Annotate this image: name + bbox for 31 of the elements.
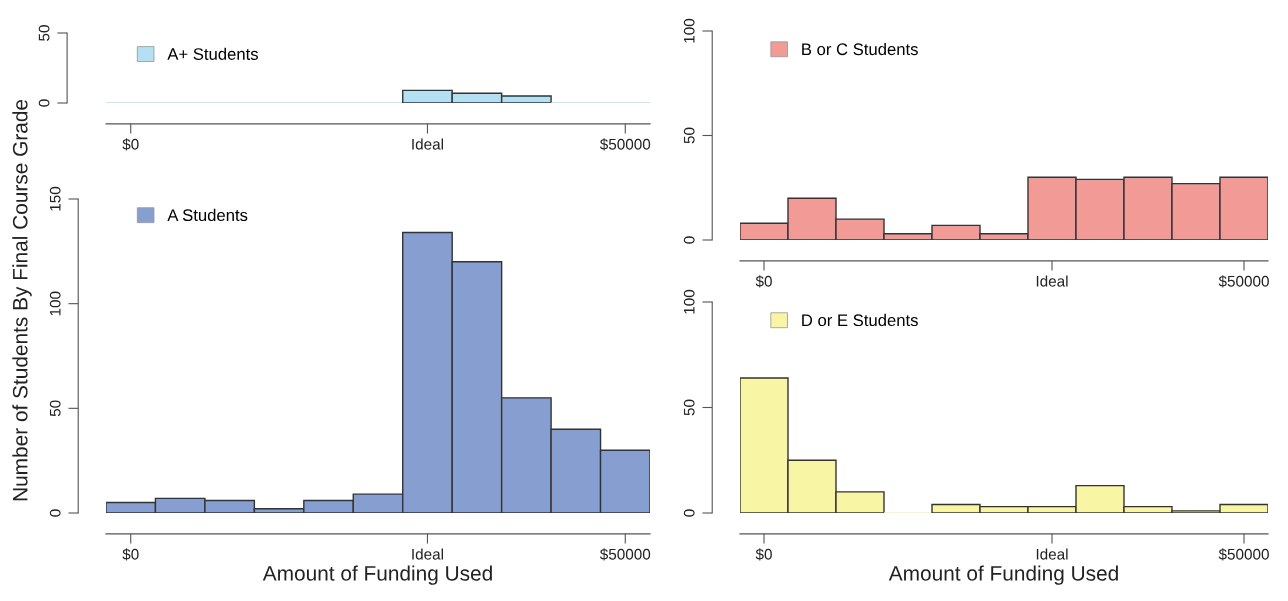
y-tick-label: 100: [49, 291, 61, 316]
x-tick-label: $50000: [599, 138, 651, 151]
x-tick-label: $50000: [599, 548, 651, 561]
x-tick-label: Ideal: [1036, 275, 1068, 287]
x-axis-title: Amount of Funding Used: [888, 565, 1118, 585]
y-tick-label: 50: [49, 400, 61, 417]
y-axis-title: Number of Students By Final Course Grade: [12, 99, 32, 501]
legend-label: D or E Students: [802, 313, 918, 327]
y-tick-label: 150: [49, 186, 61, 211]
x-tick-label: $50000: [1218, 548, 1269, 561]
y-tick-label: 50: [38, 25, 50, 41]
y-tick-label: 0: [683, 236, 695, 244]
y-tick-label: 100: [683, 289, 695, 314]
legend-label: A Students: [167, 208, 248, 222]
y-tick-label: 0: [38, 99, 50, 107]
x-tick-label: Ideal: [412, 548, 443, 560]
x-tick-label: $0: [755, 275, 772, 288]
y-tick-label: 100: [683, 18, 695, 43]
x-tick-label: Ideal: [412, 138, 443, 150]
y-tick-label: 0: [49, 509, 61, 517]
x-tick-label: $0: [122, 138, 139, 151]
legend-label: A+ Students: [167, 47, 258, 60]
x-axis-title: Amount of Funding Used: [262, 565, 492, 585]
legend-label: B or C Students: [802, 42, 918, 56]
x-tick-label: $0: [122, 548, 139, 561]
x-tick-label: $50000: [1218, 275, 1269, 288]
x-tick-label: Ideal: [1036, 548, 1068, 560]
y-tick-label: 50: [683, 127, 695, 144]
y-tick-label: 50: [683, 399, 695, 416]
x-tick-label: $0: [755, 548, 772, 561]
y-tick-label: 0: [683, 509, 695, 517]
